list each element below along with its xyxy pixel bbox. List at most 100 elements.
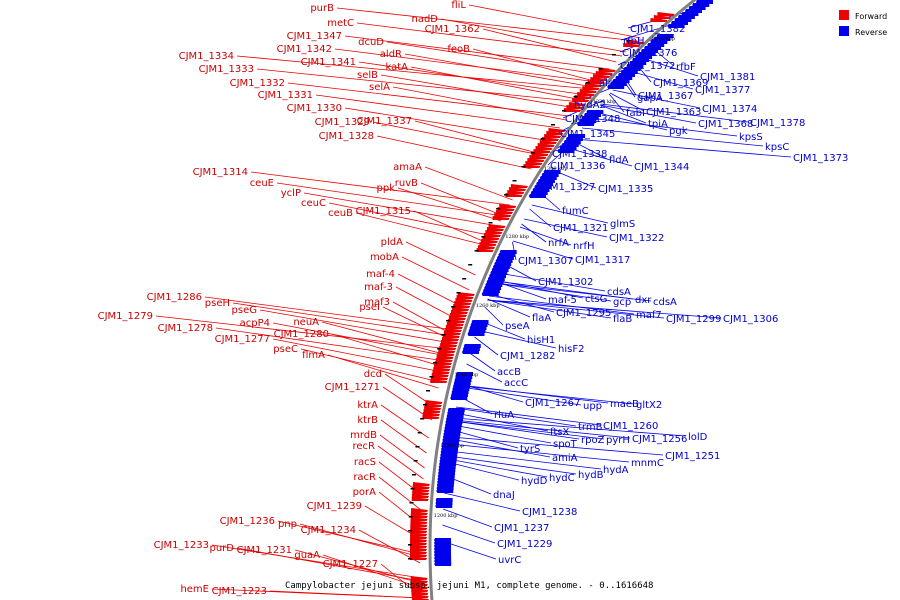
- forward-gene-feature: [448, 316, 466, 320]
- forward-leader-line: [276, 182, 504, 217]
- forward-leader-line: [382, 306, 452, 341]
- gene-labels: fliL nadD purB metC CJM1_1362 CJM1_1347 dcuD fe…: [98, 0, 849, 597]
- reverse-gene-label: lolD: [688, 432, 708, 443]
- reverse-gene-label: CJM1_1372: [620, 61, 675, 72]
- forward-gene-label: metC: [327, 18, 354, 29]
- reverse-gene-label: CJM1_1368: [698, 119, 753, 130]
- forward-gene-feature: [447, 319, 465, 323]
- forward-gene-feature: [410, 511, 428, 515]
- reverse-gene-label: hydC: [549, 473, 575, 484]
- forward-gene-label: pseC: [273, 344, 298, 355]
- kbp-tick: [410, 488, 415, 490]
- reverse-gene-label: rfbH: [623, 36, 645, 47]
- kbp-tick: [481, 236, 486, 238]
- kbp-label: 1280 kbp: [505, 234, 529, 240]
- forward-leader-line: [380, 419, 427, 454]
- forward-gene-feature: [587, 80, 605, 84]
- reverse-gene-label: upp: [583, 401, 602, 412]
- reverse-leader-line: [453, 420, 605, 440]
- reverse-gene-label: nrfH: [573, 241, 595, 252]
- forward-gene-label: CJM1_1331: [258, 90, 313, 101]
- forward-gene-feature: [412, 485, 430, 489]
- kbp-tick: [585, 82, 590, 84]
- forward-gene-label: ceuE: [250, 178, 274, 189]
- forward-gene-label: CJM1_1362: [425, 24, 480, 35]
- reverse-leader-line: [512, 240, 574, 260]
- forward-gene-label: selB: [357, 70, 378, 81]
- reverse-gene-label: CJM1_1336: [550, 161, 605, 172]
- gene-features: [410, 0, 713, 600]
- forward-gene-label: CJM1_1223: [212, 586, 267, 597]
- forward-leader-line: [328, 202, 494, 237]
- forward-gene-label: pnp: [278, 519, 297, 530]
- forward-leader-line: [327, 354, 439, 389]
- reverse-leader-line: [494, 282, 652, 302]
- forward-leader-line: [482, 28, 617, 63]
- reverse-gene-label: gltX2: [636, 400, 662, 411]
- reverse-gene-label: CJM1_1367: [638, 91, 693, 102]
- forward-gene-label: katA: [385, 62, 408, 73]
- forward-leader-line: [344, 107, 551, 142]
- reverse-leader-line: [453, 419, 631, 439]
- forward-leader-line: [401, 256, 470, 291]
- reverse-leader-line: [581, 127, 764, 147]
- kbp-tick: [408, 530, 413, 532]
- forward-gene-feature: [411, 497, 429, 501]
- forward-gene-feature: [412, 488, 430, 492]
- reverse-gene-label: CJM1_1267: [525, 398, 580, 409]
- reverse-leader-line: [629, 70, 694, 90]
- forward-leader-line: [386, 41, 605, 76]
- forward-gene-feature: [478, 245, 496, 249]
- reverse-gene-label: CJM1_1363: [646, 107, 701, 118]
- forward-gene-label: CJM1_1280: [274, 329, 329, 340]
- forward-leader-line: [155, 315, 449, 350]
- forward-gene-label: CJM1_1341: [301, 57, 356, 68]
- reverse-leader-line: [460, 386, 582, 406]
- forward-gene-feature: [483, 233, 501, 237]
- reverse-gene-label: CJM1_1374: [702, 104, 757, 115]
- reverse-gene-feature: [434, 562, 452, 566]
- kbp-tick: [598, 68, 603, 70]
- reverse-gene-label: CJM1_1299: [666, 314, 721, 325]
- forward-gene-feature: [568, 102, 586, 106]
- forward-gene-label: CJM1_1234: [301, 525, 356, 536]
- forward-leader-line: [355, 212, 489, 247]
- forward-gene-feature: [582, 86, 600, 90]
- forward-gene-feature: [510, 184, 528, 188]
- reverse-gene-label: CJM1_1369: [653, 78, 708, 89]
- forward-gene-feature: [577, 92, 595, 96]
- reverse-gene-label: CJM1_1260: [603, 421, 658, 432]
- forward-gene-label: fliL: [451, 0, 466, 11]
- forward-gene-feature: [436, 355, 454, 359]
- reverse-leader-line: [524, 218, 608, 238]
- kbp-tick: [488, 222, 493, 224]
- reverse-gene-label: mnmC: [631, 458, 664, 469]
- reverse-leader-line: [466, 363, 503, 383]
- reverse-gene-label: hydA2: [574, 100, 606, 111]
- forward-leader-line: [315, 94, 561, 129]
- forward-gene-label: CJM1_1347: [287, 31, 342, 42]
- forward-leader-line: [215, 327, 446, 362]
- forward-gene-feature: [482, 236, 500, 240]
- reverse-gene-label: cdsA: [653, 297, 677, 308]
- reverse-gene-label: CJM1_1335: [598, 184, 653, 195]
- forward-gene-label: CJM1_1342: [277, 44, 332, 55]
- forward-gene-label: CJM1_1236: [220, 516, 275, 527]
- reverse-leader-line: [452, 424, 552, 444]
- forward-gene-feature: [486, 227, 504, 231]
- reverse-leader-line: [599, 104, 647, 124]
- forward-gene-feature: [424, 403, 442, 407]
- forward-gene-label: CJM1_1278: [158, 323, 213, 334]
- reverse-leader-line: [488, 295, 635, 315]
- forward-gene-feature: [425, 400, 443, 404]
- reverse-gene-label: CJM1_1345: [560, 129, 615, 140]
- reverse-gene-label: dxr: [635, 295, 652, 306]
- forward-leader-line: [404, 53, 594, 88]
- reverse-leader-line: [447, 458, 548, 478]
- reverse-leader-line: [609, 92, 645, 112]
- forward-gene-label: purD: [210, 543, 235, 554]
- reverse-gene-label: ctsG: [585, 294, 607, 305]
- forward-gene-feature: [410, 535, 428, 539]
- reverse-gene-label: CJM1_1282: [500, 351, 555, 362]
- forward-gene-feature: [435, 358, 453, 362]
